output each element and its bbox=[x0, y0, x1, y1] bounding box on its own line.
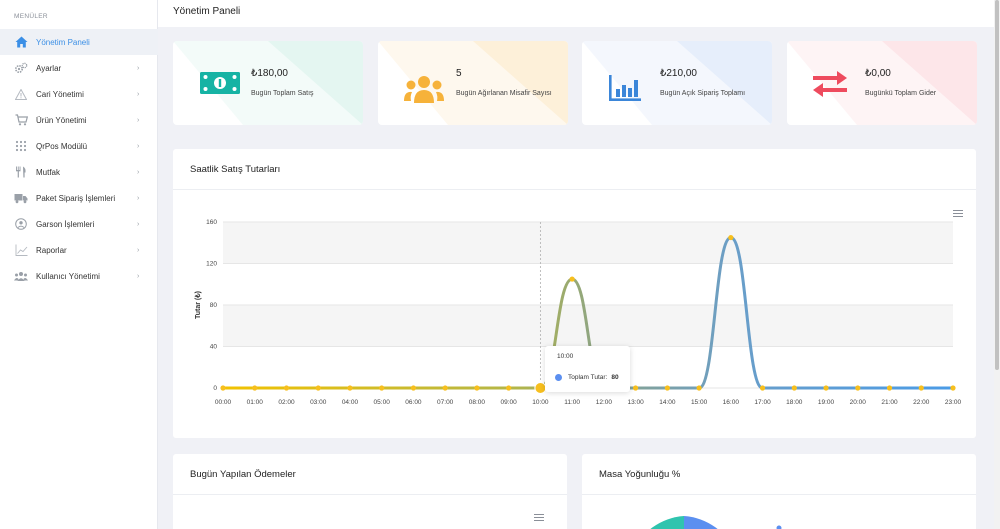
sidebar-item-label: Mutfak bbox=[36, 167, 61, 177]
sidebar-item-paket-siparis-islemleri[interactable]: Paket Sipariş İşlemleri › bbox=[0, 185, 158, 211]
chart-menu-icon[interactable] bbox=[953, 210, 963, 218]
chevron-right-icon: › bbox=[137, 142, 140, 150]
sidebar-menu-title: MENÜLER bbox=[14, 13, 48, 20]
tooltip-time: 10:00 bbox=[557, 353, 574, 360]
card-tint bbox=[787, 41, 977, 125]
chart-tooltip: 10:00 Toplam Tutar: 80 bbox=[545, 346, 630, 392]
sidebar-item-label: Yönetim Paneli bbox=[36, 37, 90, 47]
scrollbar-thumb[interactable] bbox=[995, 0, 999, 370]
tooltip-series-dot bbox=[555, 374, 562, 381]
divider bbox=[173, 494, 567, 495]
sidebar-item-label: Raporlar bbox=[36, 245, 67, 255]
chevron-right-icon: › bbox=[137, 64, 140, 72]
page-header: Yönetim Paneli bbox=[158, 0, 1000, 27]
sidebar-item-ayarlar[interactable]: Ayarlar › bbox=[0, 55, 158, 81]
tooltip-series: Toplam Tutar: 80 bbox=[568, 374, 619, 381]
panel-title: Bugün Yapılan Ödemeler bbox=[190, 469, 296, 480]
stat-label: Bugün Ağırlanan Misafir Sayısı bbox=[456, 90, 552, 97]
stat-label: Bugünkü Toplam Gider bbox=[865, 90, 937, 97]
bar-chart-icon bbox=[609, 75, 641, 106]
divider bbox=[173, 189, 976, 190]
chevron-right-icon: › bbox=[137, 194, 140, 202]
card-tint bbox=[582, 41, 772, 125]
card-tint bbox=[173, 41, 363, 125]
panel-title: Saatlik Satış Tutarları bbox=[190, 164, 281, 175]
sidebar-item-label: Paket Sipariş İşlemleri bbox=[36, 193, 116, 203]
occupancy-donut bbox=[650, 516, 782, 529]
user-circle-icon bbox=[14, 217, 28, 231]
sidebar-item-garson-islemleri[interactable]: Garson İşlemleri › bbox=[0, 211, 158, 237]
sidebar-item-mutfak[interactable]: Mutfak › bbox=[0, 159, 158, 185]
sidebar-item-label: QrPos Modülü bbox=[36, 141, 88, 151]
chevron-right-icon: › bbox=[137, 220, 140, 228]
chevron-right-icon: › bbox=[137, 246, 140, 254]
sidebar-item-cari-yonetimi[interactable]: Cari Yönetimi › bbox=[0, 81, 158, 107]
stat-card-guests: 5 Bugün Ağırlanan Misafir Sayısı bbox=[378, 41, 568, 125]
chevron-right-icon: › bbox=[137, 168, 140, 176]
stat-label: Bugün Toplam Satış bbox=[251, 90, 314, 97]
home-icon bbox=[14, 35, 28, 49]
sidebar-item-label: Ürün Yönetimi bbox=[36, 115, 87, 125]
users-icon bbox=[404, 74, 444, 109]
users-icon bbox=[14, 269, 28, 283]
card-tint bbox=[378, 41, 568, 125]
sidebar: MENÜLER Yönetim Paneli Ayarlar › Cari Yö… bbox=[0, 0, 158, 529]
stat-value: ₺180,00 bbox=[251, 68, 288, 79]
tooltip-value: 80 bbox=[611, 374, 619, 381]
hourly-sales-panel: Saatlik Satış Tutarları bbox=[173, 149, 976, 438]
cart-icon bbox=[14, 113, 28, 127]
payments-panel: Bugün Yapılan Ödemeler bbox=[173, 454, 567, 529]
page-scrollbar[interactable] bbox=[994, 0, 1000, 529]
stat-card-open-orders: ₺210,00 Bugün Açık Sipariş Toplamı bbox=[582, 41, 772, 125]
chart-line-icon bbox=[14, 243, 28, 257]
tooltip-series-label: Toplam Tutar: bbox=[568, 374, 608, 381]
stat-card-expenses: ₺0,00 Bugünkü Toplam Gider bbox=[787, 41, 977, 125]
sidebar-item-label: Kullanıcı Yönetimi bbox=[36, 271, 100, 281]
sidebar-item-raporlar[interactable]: Raporlar › bbox=[0, 237, 158, 263]
sidebar-item-yonetim-paneli[interactable]: Yönetim Paneli bbox=[0, 29, 158, 55]
stat-label: Bugün Açık Sipariş Toplamı bbox=[660, 90, 746, 97]
warning-icon bbox=[14, 87, 28, 101]
chevron-right-icon: › bbox=[137, 272, 140, 280]
utensils-icon bbox=[14, 165, 28, 179]
occupancy-panel: Masa Yoğunluğu % bbox=[582, 454, 976, 529]
panel-title: Masa Yoğunluğu % bbox=[599, 469, 681, 480]
stat-value: 5 bbox=[456, 68, 462, 79]
divider bbox=[582, 494, 976, 495]
chevron-right-icon: › bbox=[137, 90, 140, 98]
chart-menu-icon[interactable] bbox=[534, 514, 544, 522]
page-title: Yönetim Paneli bbox=[173, 6, 241, 17]
money-bill-icon bbox=[200, 70, 240, 101]
sidebar-item-label: Ayarlar bbox=[36, 63, 62, 73]
stat-card-total-sales: ₺180,00 Bugün Toplam Satış bbox=[173, 41, 363, 125]
sidebar-item-urun-yonetimi[interactable]: Ürün Yönetimi › bbox=[0, 107, 158, 133]
sidebar-item-kullanici-yonetimi[interactable]: Kullanıcı Yönetimi › bbox=[0, 263, 158, 289]
sidebar-item-label: Garson İşlemleri bbox=[36, 219, 95, 229]
gears-icon bbox=[14, 61, 28, 75]
sidebar-item-qrpos-modulu[interactable]: QrPos Modülü › bbox=[0, 133, 158, 159]
exchange-icon bbox=[813, 71, 847, 102]
grid-icon bbox=[14, 139, 28, 153]
stat-value: ₺210,00 bbox=[660, 68, 697, 79]
chevron-right-icon: › bbox=[137, 116, 140, 124]
stat-value: ₺0,00 bbox=[865, 68, 891, 79]
truck-icon bbox=[14, 191, 28, 205]
sidebar-item-label: Cari Yönetimi bbox=[36, 89, 84, 99]
